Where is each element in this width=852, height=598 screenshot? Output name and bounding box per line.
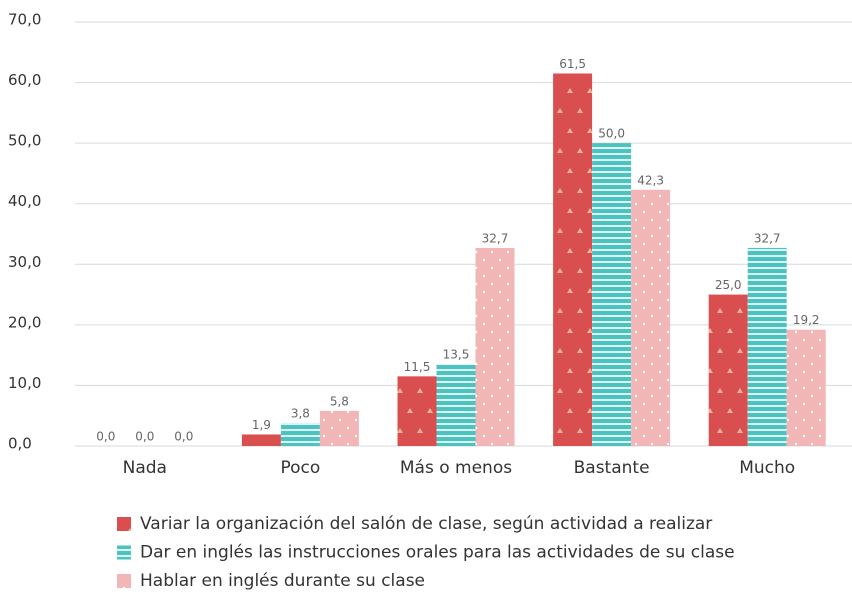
x-tick-label: Bastante	[574, 458, 650, 478]
bar	[553, 73, 593, 446]
y-tick-label: 50,0	[8, 132, 41, 150]
legend-swatch	[117, 545, 131, 560]
legend-label: Dar en inglés las instrucciones orales p…	[140, 543, 735, 563]
x-tick-label: Más o menos	[400, 458, 512, 478]
y-tick-label: 60,0	[8, 71, 41, 89]
value-label: 0,0	[135, 430, 154, 444]
value-label: 0,0	[96, 430, 115, 444]
x-tick-label: Nada	[123, 458, 167, 478]
bar	[436, 364, 476, 446]
bar	[786, 329, 826, 446]
x-tick-label: Poco	[281, 458, 321, 478]
value-label: 42,3	[637, 173, 664, 187]
y-tick-label: 40,0	[8, 192, 41, 210]
y-tick-label: 20,0	[8, 313, 41, 331]
legend-swatch	[117, 517, 131, 531]
bar	[241, 434, 281, 446]
value-label: 13,5	[443, 348, 470, 362]
bar	[397, 376, 437, 446]
value-label: 32,7	[754, 231, 781, 245]
value-label: 32,7	[482, 231, 509, 245]
value-label: 11,5	[404, 360, 431, 374]
bar	[319, 410, 359, 446]
y-tick-label: 70,0	[8, 11, 41, 29]
value-label: 0,0	[174, 430, 193, 444]
value-label: 50,0	[598, 127, 625, 141]
value-label: 1,9	[252, 418, 271, 432]
value-label: 25,0	[715, 278, 742, 292]
y-tick-label: 0,0	[8, 435, 32, 453]
x-tick-label: Mucho	[739, 458, 795, 478]
value-label: 5,8	[330, 394, 349, 408]
y-tick-label: 10,0	[8, 374, 41, 392]
bar	[592, 143, 632, 446]
y-tick-label: 30,0	[8, 253, 41, 271]
value-label: 61,5	[559, 57, 586, 71]
legend-label: Hablar en inglés durante su clase	[140, 571, 425, 591]
value-label: 3,8	[291, 406, 310, 420]
value-label: 19,2	[793, 313, 820, 327]
bar	[280, 422, 320, 446]
bar	[475, 247, 515, 446]
bar	[747, 247, 787, 446]
bar	[708, 294, 748, 446]
legend-label: Variar la organización del salón de clas…	[140, 514, 712, 534]
legend-swatch	[117, 574, 131, 588]
bar	[631, 189, 671, 447]
